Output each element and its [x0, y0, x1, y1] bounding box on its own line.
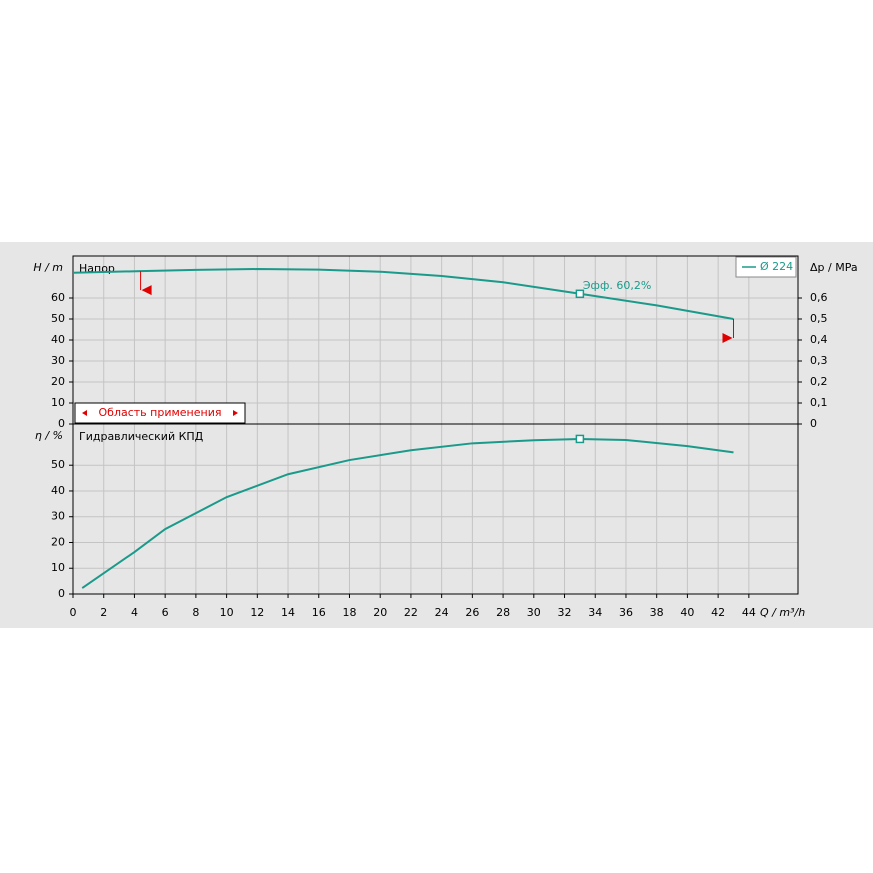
series-line [72, 268, 734, 320]
x-tick-label: 4 [131, 606, 138, 619]
x-tick-label: 0 [70, 606, 77, 619]
y2-axis-label: Δp / MPa [810, 261, 858, 274]
legend-label: Ø 224 [760, 260, 793, 273]
y2-tick-label: 0 [810, 417, 817, 430]
plot-frame [72, 423, 799, 595]
x-tick-label: 20 [373, 606, 387, 619]
y2-tick-label: 0,3 [810, 354, 828, 367]
range-box [74, 402, 246, 424]
x-tick-label: 26 [465, 606, 479, 619]
y-tick-label: 0 [58, 587, 65, 600]
range-marker [140, 271, 152, 296]
x-tick-label: 10 [220, 606, 234, 619]
x-tick-label: 6 [162, 606, 169, 619]
x-tick-label: 16 [312, 606, 326, 619]
range-arrow [233, 410, 238, 416]
x-axis-label: Q / m³/h [760, 606, 805, 619]
x-tick-label: 12 [250, 606, 264, 619]
range-marker [722, 319, 734, 343]
x-tick-label: 8 [192, 606, 199, 619]
chart-band [0, 242, 873, 628]
x-tick-label: 38 [650, 606, 664, 619]
y-tick-label: 0 [58, 417, 65, 430]
x-tick-label: 24 [435, 606, 449, 619]
x-tick-label: 18 [342, 606, 356, 619]
x-tick-label: 14 [281, 606, 295, 619]
y-tick-label: 50 [51, 312, 65, 325]
x-tick-label: 22 [404, 606, 418, 619]
y-tick-label: 40 [51, 484, 65, 497]
range-label: Область применения [99, 406, 222, 419]
y2-tick-label: 0,2 [810, 375, 828, 388]
legend-box [735, 256, 797, 278]
y2-tick-label: 0,4 [810, 333, 828, 346]
duty-point [575, 434, 585, 444]
y-tick-label: 30 [51, 354, 65, 367]
panel-title: Гидравлический КПД [79, 430, 204, 443]
x-tick-label: 34 [588, 606, 602, 619]
x-tick-label: 28 [496, 606, 510, 619]
y-tick-label: 40 [51, 333, 65, 346]
y-tick-label: 10 [51, 561, 65, 574]
y-tick-label: 50 [51, 458, 65, 471]
y-tick-label: 60 [51, 291, 65, 304]
y2-tick-label: 0,5 [810, 312, 828, 325]
y-tick-label: 20 [51, 375, 65, 388]
x-tick-label: 44 [742, 606, 756, 619]
y-axis-label: H / m [33, 261, 63, 274]
y-tick-label: 30 [51, 510, 65, 523]
y2-tick-label: 0,6 [810, 291, 828, 304]
series-line [81, 437, 734, 589]
range-marker-part [722, 333, 733, 343]
x-tick-label: 36 [619, 606, 633, 619]
y-axis-label: η / % [35, 429, 63, 442]
x-tick-label: 2 [100, 606, 107, 619]
y2-tick-label: 0,1 [810, 396, 828, 409]
y-tick-label: 10 [51, 396, 65, 409]
y-tick-label: 20 [51, 535, 65, 548]
duty-point-label: Эфф. 60,2% [583, 279, 651, 292]
x-tick-label: 32 [558, 606, 572, 619]
range-arrow [82, 410, 87, 416]
x-tick-label: 40 [680, 606, 694, 619]
duty-point [575, 289, 585, 299]
x-tick-label: 30 [527, 606, 541, 619]
range-marker-part [141, 285, 152, 296]
x-tick-label: 42 [711, 606, 725, 619]
